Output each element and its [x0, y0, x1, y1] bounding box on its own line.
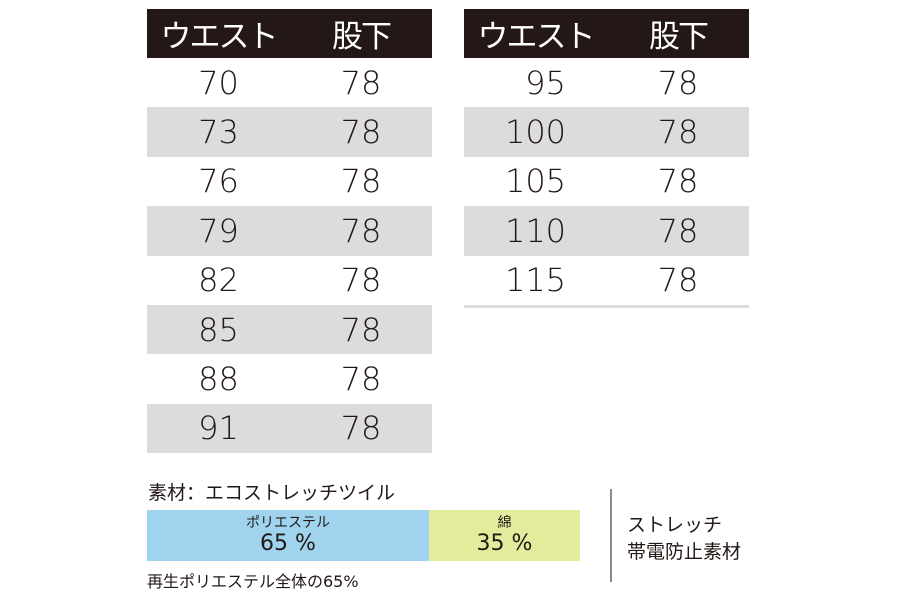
waist-cell: 88 [198, 360, 239, 399]
table-header: ウエスト 股下 [464, 9, 749, 58]
header-waist: ウエスト [477, 19, 596, 55]
waist-cell: 105 [504, 162, 567, 201]
size-table-left: ウエスト 股下 70 78 73 78 76 78 79 78 82 78 85 78 88… [147, 9, 432, 454]
feature-list: ストレッチ 帯電防止素材 [627, 512, 741, 566]
inseam-cell: 78 [340, 162, 382, 201]
table-row: 85 78 [147, 304, 432, 355]
table-row: 105 78 [464, 157, 749, 206]
composition-percent: 65 % [260, 530, 316, 556]
waist-cell: 73 [198, 113, 239, 152]
material-title: 素材：エコストレッチツイル [148, 482, 396, 504]
waist-cell: 76 [198, 162, 239, 201]
inseam-cell: 78 [340, 261, 382, 300]
composition-bar: ポリエステル 65 % 綿 35 % [147, 510, 580, 561]
table-row: 88 78 [147, 354, 432, 403]
table-row: 115 78 [464, 256, 749, 305]
table-bottom-rule [464, 304, 749, 308]
header-inseam: 股下 [332, 19, 392, 55]
table-row: 100 78 [464, 107, 749, 157]
inseam-cell: 78 [340, 211, 382, 250]
composition-percent: 35 % [476, 530, 533, 556]
composition-label: ポリエステル [246, 514, 330, 531]
waist-cell: 110 [504, 211, 567, 250]
table-row: 79 78 [147, 206, 432, 256]
waist-cell: 79 [198, 211, 239, 250]
composition-polyester: ポリエステル 65 % [147, 510, 429, 561]
feature-antistatic: 帯電防止素材 [627, 541, 742, 563]
divider [610, 489, 612, 582]
inseam-cell: 78 [657, 162, 699, 201]
inseam-cell: 78 [340, 113, 382, 152]
table-row: 91 78 [147, 403, 432, 454]
table-row: 76 78 [147, 157, 432, 206]
waist-cell: 91 [198, 409, 239, 448]
table-row: 70 78 [147, 58, 432, 107]
header-inseam: 股下 [649, 19, 709, 55]
recycled-note: 再生ポリエステル全体の65% [147, 572, 359, 591]
size-table-right: ウエスト 股下 95 78 100 78 105 78 110 78 115 78 [464, 9, 749, 308]
table-header: ウエスト 股下 [147, 9, 432, 58]
table-row: 82 78 [147, 256, 432, 305]
inseam-cell: 78 [657, 63, 699, 102]
inseam-cell: 78 [657, 113, 699, 152]
inseam-cell: 78 [340, 409, 382, 448]
composition-cotton: 綿 35 % [429, 510, 580, 561]
waist-cell: 115 [504, 261, 567, 300]
table-row: 95 78 [464, 58, 749, 107]
waist-cell: 100 [504, 113, 567, 152]
waist-cell: 95 [525, 63, 566, 102]
waist-cell: 85 [198, 310, 239, 349]
composition-label: 綿 [497, 514, 512, 531]
waist-cell: 70 [198, 63, 239, 102]
inseam-cell: 78 [657, 261, 699, 300]
table-row: 110 78 [464, 206, 749, 256]
table-row: 73 78 [147, 107, 432, 157]
feature-stretch: ストレッチ [627, 514, 723, 536]
inseam-cell: 78 [340, 63, 382, 102]
waist-cell: 82 [198, 261, 239, 300]
header-waist: ウエスト [160, 19, 279, 55]
inseam-cell: 78 [657, 211, 699, 250]
inseam-cell: 78 [340, 360, 382, 399]
inseam-cell: 78 [340, 310, 382, 349]
